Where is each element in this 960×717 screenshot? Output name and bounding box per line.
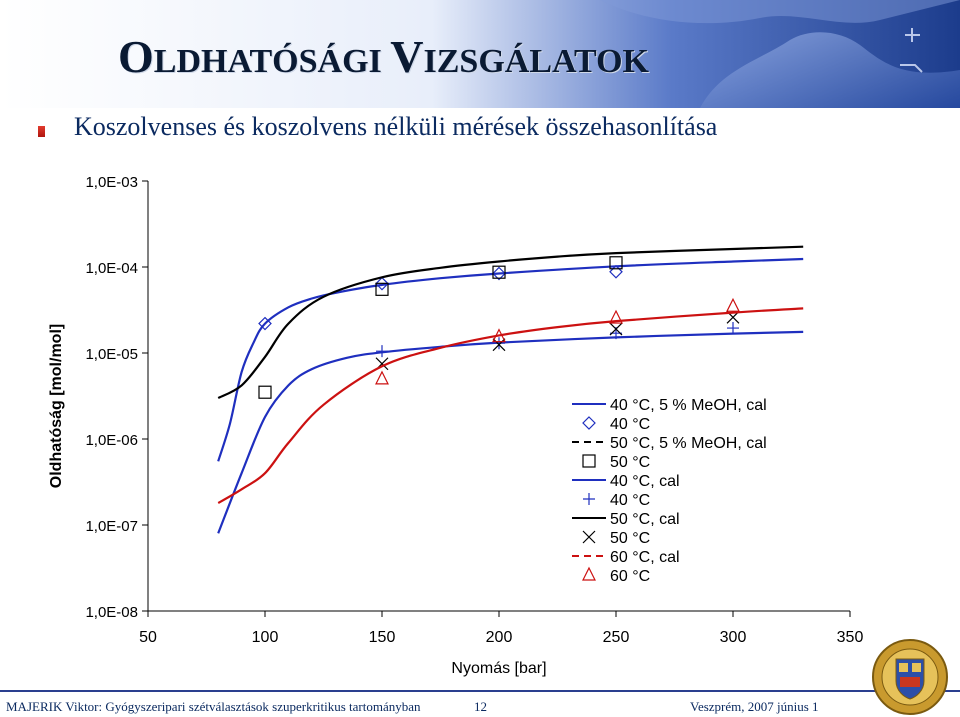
y-tick-label: 1,0E-03 [85,174,138,191]
banner-background [0,0,960,108]
legend-label: 50 °C [610,530,650,547]
series-line-4 [217,330,804,534]
data-point-triangle [609,309,623,324]
legend-label: 50 °C, cal [610,511,680,528]
series-line-0 [217,257,804,462]
data-point-diamond [492,266,506,281]
footer-divider [0,690,960,692]
footer-date: Veszprém, 2007 június 1 [690,699,819,714]
legend-label: 50 °C [610,454,650,471]
data-point-plus [493,337,505,350]
page-number: 12 [474,699,487,714]
y-axis-label: Oldhatóság [mol/mol] [48,324,65,488]
header-banner: OLDHATÓSÁGI VIZSGÁLATOK [0,0,960,108]
legend-label: 40 °C [610,416,650,433]
title-part: O [118,31,154,82]
x-tick-label: 100 [252,629,279,646]
data-point-triangle [726,297,740,312]
data-point-square [258,385,272,399]
legend-swatch-marker [583,493,595,505]
title-part: IZSGÁLATOK [423,43,649,80]
y-tick-label: 1,0E-08 [85,604,138,621]
y-tick-label: 1,0E-04 [85,260,138,277]
data-point-triangle [375,370,389,385]
legend-swatch-marker [582,454,596,468]
footer-author: MAJERIK Viktor: Gyógyszeripari szétválas… [6,699,421,714]
legend-swatch-marker [582,566,596,581]
data-point-diamond [258,316,272,331]
series-line-6 [217,245,804,399]
data-point-diamond [609,264,623,279]
slide-subtitle: Koszolvenses és koszolvens nélküli mérés… [74,112,718,141]
data-point-plus [376,345,388,358]
data-point-square [609,256,623,270]
x-tick-label: 50 [139,629,157,646]
x-tick-label: 300 [720,629,747,646]
slide-title: OLDHATÓSÁGI VIZSGÁLATOK [118,30,649,83]
legend-swatch-marker [582,530,596,544]
x-tick-label: 200 [486,629,513,646]
data-point-square [375,282,389,296]
legend-label: 60 °C [610,568,650,585]
legend-label: 40 °C, cal [610,473,680,490]
x-tick-label: 350 [837,629,864,646]
y-tick-label: 1,0E-06 [85,432,138,449]
data-point-x [492,338,506,352]
y-tick-label: 1,0E-05 [85,346,138,363]
university-seal-icon [872,639,948,715]
legend-swatch-marker [582,416,596,430]
bullet-icon [38,126,45,137]
x-tick-label: 150 [369,629,396,646]
data-point-x [609,322,623,336]
title-part: LDHATÓSÁGI [153,43,391,80]
legend-label: 40 °C, 5 % MeOH, cal [610,397,767,414]
x-tick-label: 250 [603,629,630,646]
solubility-chart: 1,0E-03 1,0E-04 1,0E-05 1,0E-06 1,0E-07 1,0E-… [48,174,864,677]
legend-label: 50 °C, 5 % MeOH, cal [610,435,767,452]
data-point-square [492,265,506,279]
data-point-triangle [492,328,506,343]
data-point-plus [727,322,739,335]
legend-label: 40 °C [610,492,650,509]
series-line-8 [217,307,804,504]
x-axis-label: Nyomás [bar] [451,660,546,677]
y-tick-label: 1,0E-07 [85,518,138,535]
data-point-diamond [375,276,389,291]
legend-label: 60 °C, cal [610,549,680,566]
title-part: V [390,31,424,82]
